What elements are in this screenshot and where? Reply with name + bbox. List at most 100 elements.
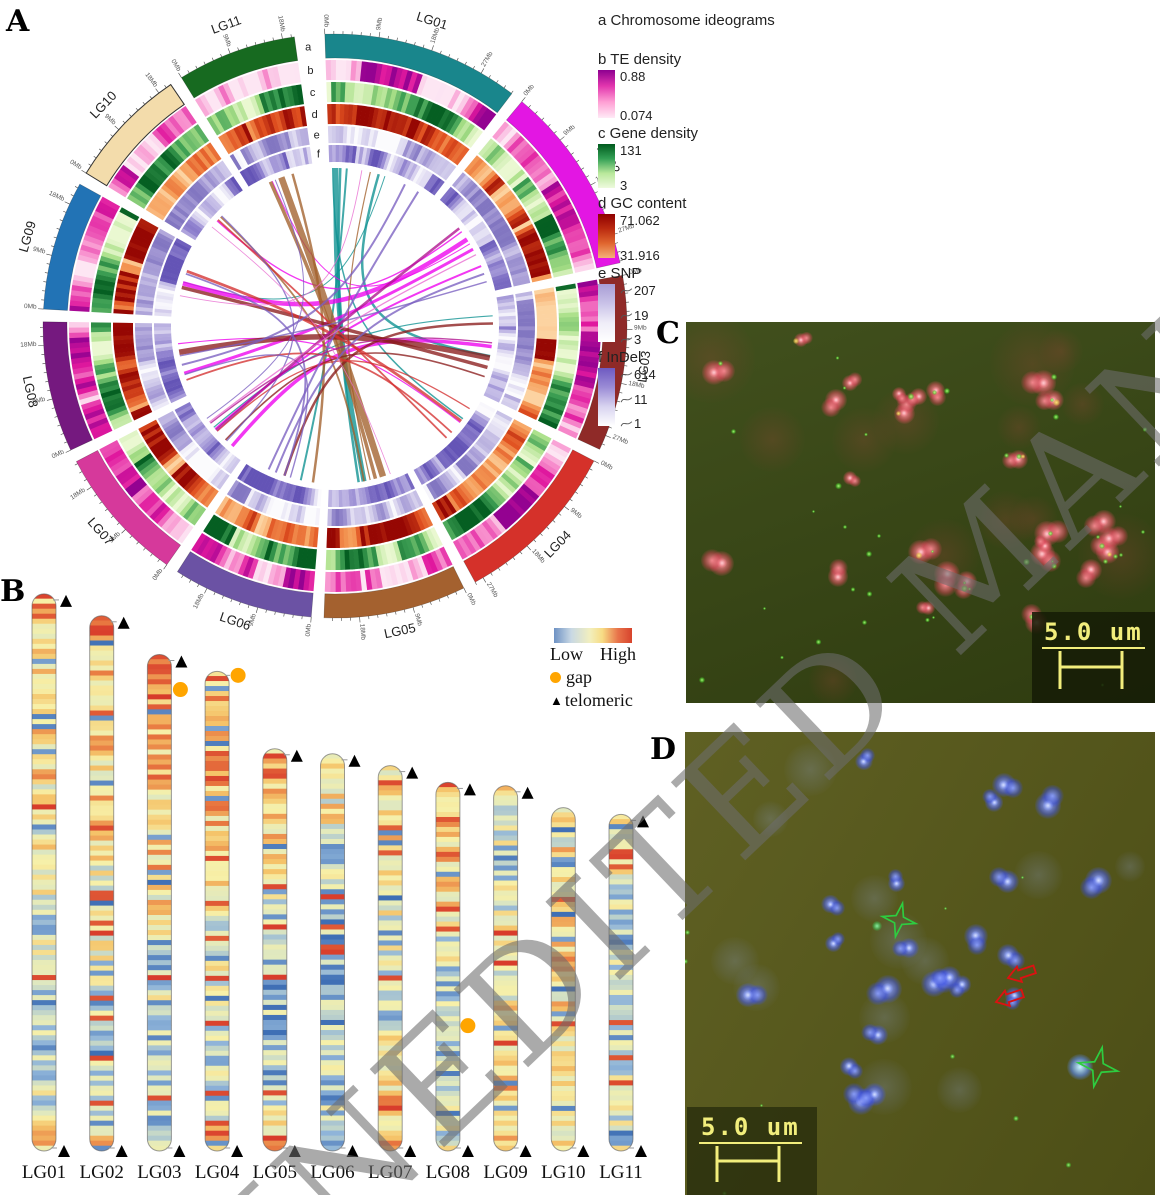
track-e-segment [402,139,413,158]
track-e-segment [216,473,230,490]
track-f-segment [475,233,493,245]
track-f-segment [398,475,409,493]
legend-title-b: b TE density [598,51,682,68]
track-f-segment [342,145,347,163]
track-c-segment [110,413,131,426]
track-c-segment [185,129,202,149]
mb-tick-label: 18Mb [358,624,366,641]
track-e-segment [136,298,154,305]
track-c-segment [558,326,579,332]
chromosome-ideogram-LG04 [463,449,595,583]
red-signal-core [1104,534,1114,544]
track-c-segment [514,180,535,197]
track-e-segment [261,496,272,514]
track-d-segment [497,193,517,210]
chromosome-outline-LG08 [435,781,461,1152]
track-f-segment [166,386,184,397]
track-b-segment [393,563,404,585]
track-b-segment [75,380,97,390]
track-b-segment [131,484,151,502]
track-d-segment [170,462,189,479]
track-f-segment [452,438,467,453]
track-d-segment [261,115,273,136]
track-e-segment [515,355,533,362]
mb-tick-label: 18Mb [276,15,286,33]
track-b-segment [447,89,462,110]
chrom-label-LG10: LG10 [541,1162,585,1183]
green-signal [850,587,856,592]
track-d-segment [534,291,555,299]
track-e-segment [367,129,375,147]
track-d-segment [430,130,445,151]
track-c-segment [91,344,113,352]
track-b-segment [535,464,555,481]
red-signal-core [1014,455,1022,463]
track-d-segment [149,436,169,452]
track-d-segment [330,527,336,548]
track-f-segment [460,209,477,224]
telomere-marker [288,1145,301,1157]
track-e-segment [405,141,416,159]
track-e-segment [438,475,452,492]
track-d-segment [128,400,149,413]
track-f-segment [203,438,219,454]
track-e-segment [254,141,265,159]
track-d-segment [470,161,488,179]
track-d-segment [253,513,265,535]
synteny-link [224,352,485,441]
track-b-segment [563,227,585,240]
track-e-segment [505,389,523,400]
track-b-segment [538,176,558,192]
track-f-segment [154,329,172,335]
track-b-segment [76,259,97,270]
track-c-segment [512,176,532,193]
track-f-segment [488,262,506,272]
track-d-segment [335,104,341,125]
track-e-segment [441,472,455,490]
track-d-segment [253,117,265,139]
track-f-segment [167,253,185,264]
track-f-segment [154,339,172,345]
track-c-segment [232,529,246,550]
red-signal [1030,370,1057,396]
track-c-segment [95,273,117,283]
chromosome-ideogram-LG11 [181,36,299,99]
track-b-segment [176,109,193,129]
track-d-segment [382,110,392,131]
track-e-segment [514,358,532,366]
track-b-segment [559,217,581,231]
track-f-segment [498,319,516,324]
track-b-segment [479,111,497,131]
chromosome-outline-LG04 [204,670,230,1152]
track-b-segment [425,552,439,574]
track-e-segment [430,155,444,173]
track-d-segment [215,495,230,516]
track-e-segment [415,146,427,164]
track-b-segment [535,171,556,188]
track-f-segment [412,166,425,184]
track-f-segment [161,270,179,279]
track-c-segment [379,544,389,566]
track-e-segment [141,373,160,382]
track-c-segment [203,514,218,535]
track-d-segment [249,119,261,140]
track-e-segment [465,185,481,201]
track-b-segment [457,536,472,557]
track-b-segment [507,498,526,516]
track-b-segment [532,167,553,184]
track-f-segment [406,163,418,181]
track-d-segment [221,132,236,153]
green-signal [962,581,967,585]
track-f-segment [483,392,501,403]
track-d-segment [525,252,546,263]
track-f-segment [227,178,241,195]
track-e-segment [507,259,526,269]
mb-tick-label: 18Mb [628,380,646,390]
track-e-segment [143,264,161,274]
red-signal [893,402,915,424]
track-c-segment [557,302,579,310]
telomere-marker [348,754,361,767]
track-f-segment [416,466,429,484]
track-e-segment [495,230,513,243]
track-e-segment [421,149,434,167]
